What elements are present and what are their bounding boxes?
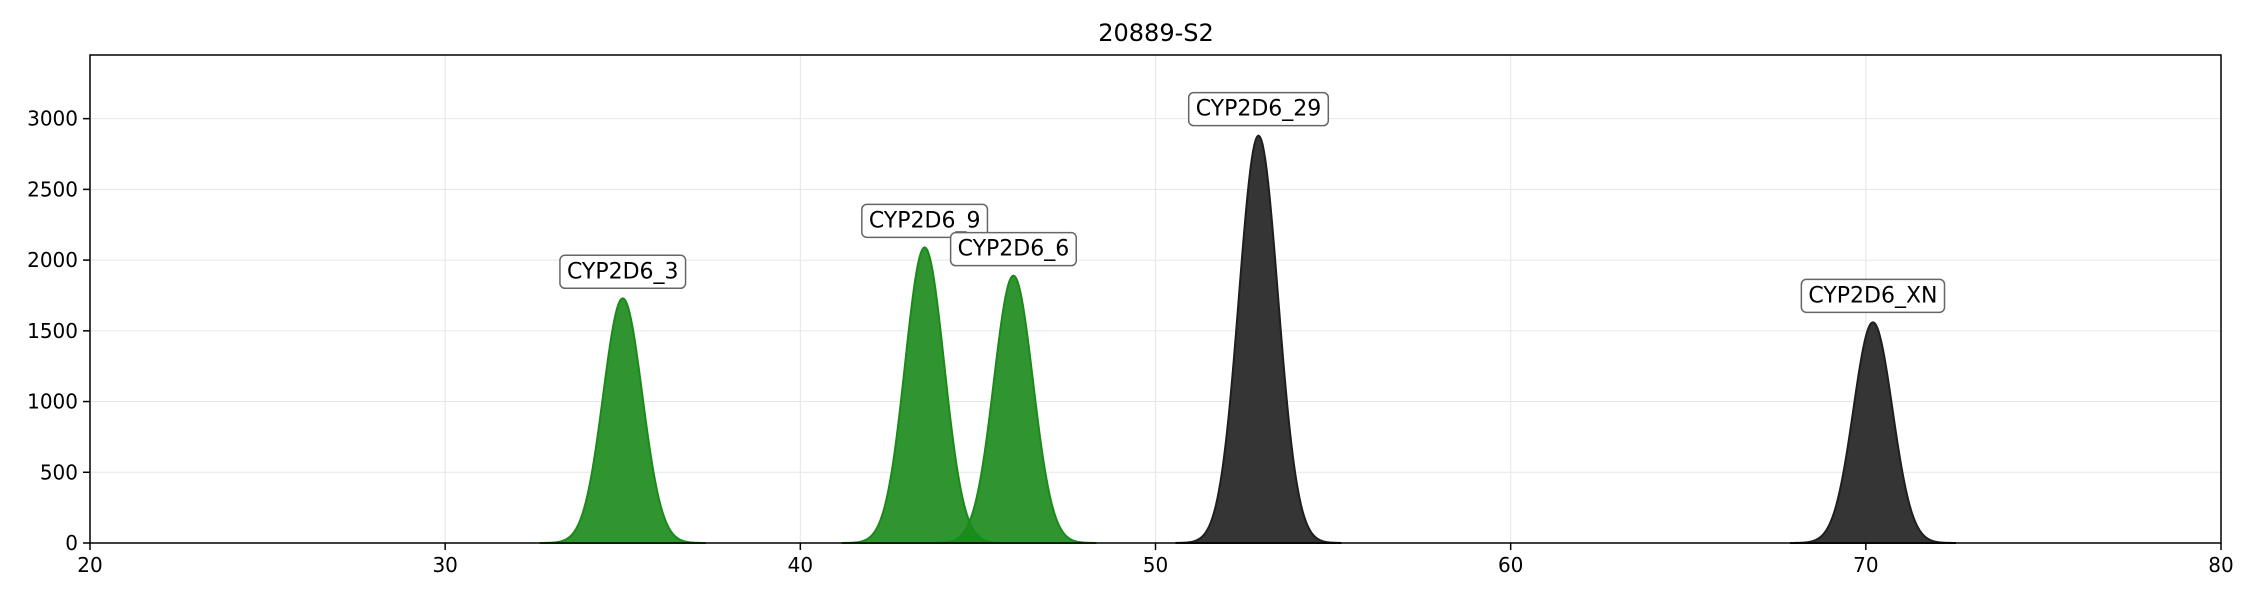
x-tick-label: 20: [77, 553, 102, 577]
chart-title: 20889-S2: [1098, 19, 1214, 47]
peak-cyp2d6-6: [930, 274, 1097, 544]
y-tick-label: 500: [40, 460, 78, 484]
peaks: [539, 134, 1956, 544]
peak-cyp2d6-xn: [1789, 321, 1956, 544]
peak-label-box: [1187, 91, 1330, 127]
peak-labels: CYP2D6_3 CYP2D6_9 CYP2D6_6 CYP2D6_29 CYP2D6_…: [559, 91, 1946, 314]
y-tick-label: 2500: [27, 177, 78, 201]
axis-ticks: 20 30 40 50 60 70 80 0 500 1000 1500 2000 2500 3000: [27, 107, 2234, 577]
x-tick-label: 30: [432, 553, 457, 577]
peak-label-box: [1800, 278, 1946, 314]
peak-label-box: [861, 203, 989, 239]
y-tick-label: 1500: [27, 319, 78, 343]
x-tick-label: 60: [1498, 553, 1523, 577]
peak-label-box: [949, 231, 1077, 267]
x-tick-label: 40: [788, 553, 813, 577]
peak-label-cyp2d6-9: CYP2D6_9: [861, 203, 989, 239]
peak-label-text: CYP2D6_XN: [1808, 283, 1937, 308]
peak-label-text: CYP2D6_29: [1196, 97, 1322, 122]
peak-cyp2d6-3: [539, 297, 706, 544]
x-tick-label: 80: [2208, 553, 2233, 577]
peak-label-cyp2d6-3: CYP2D6_3: [559, 254, 687, 290]
peak-label-text: CYP2D6_3: [567, 259, 679, 284]
x-tick-label: 70: [1853, 553, 1878, 577]
peak-label-text: CYP2D6_6: [958, 237, 1070, 262]
peak-label-cyp2d6-xn: CYP2D6_XN: [1800, 278, 1946, 314]
y-tick-label: 3000: [27, 107, 78, 131]
x-tick-label: 50: [1143, 553, 1168, 577]
peak-cyp2d6-29: [1175, 134, 1342, 544]
y-tick-label: 1000: [27, 390, 78, 414]
peak-label-box: [559, 254, 687, 290]
y-tick-label: 0: [65, 531, 78, 555]
peak-label-cyp2d6-29: CYP2D6_29: [1187, 91, 1330, 127]
y-tick-label: 2000: [27, 248, 78, 272]
peak-label-cyp2d6-6: CYP2D6_6: [949, 231, 1077, 267]
peak-label-text: CYP2D6_9: [869, 208, 981, 233]
